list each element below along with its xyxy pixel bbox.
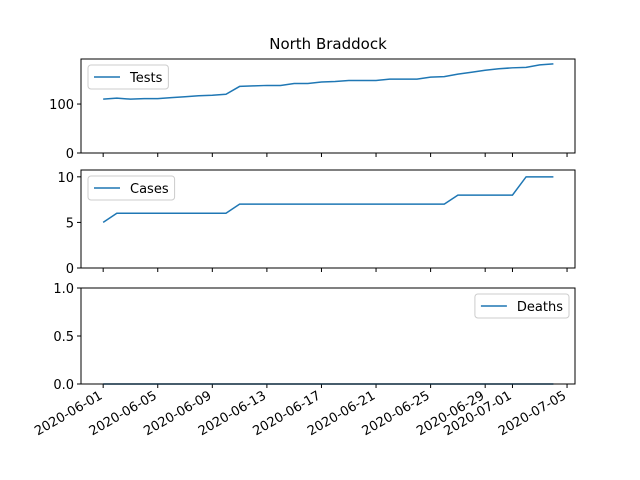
legend-label: Tests bbox=[129, 71, 163, 86]
axes-frame bbox=[80, 58, 576, 154]
legend-box bbox=[87, 64, 169, 90]
y-tick-label: 0 bbox=[66, 262, 74, 277]
legend: Cases bbox=[87, 175, 176, 201]
y-tick-label: 10 bbox=[57, 171, 74, 186]
legend-label: Cases bbox=[130, 182, 169, 197]
axes-frame bbox=[80, 287, 576, 385]
y-tick-label: 0.0 bbox=[53, 378, 74, 393]
axes-frame bbox=[80, 169, 576, 269]
series-line bbox=[103, 63, 554, 100]
series-line bbox=[102, 176, 554, 224]
legend: Tests bbox=[87, 64, 169, 90]
legend-box bbox=[474, 293, 570, 319]
y-tick-label: 5 bbox=[66, 216, 74, 231]
legend-label: Deaths bbox=[517, 300, 563, 315]
chart-title: North Braddock bbox=[269, 35, 387, 53]
legend-box bbox=[87, 175, 176, 201]
y-tick-label: 0.5 bbox=[53, 330, 74, 345]
y-tick-label: 1.0 bbox=[53, 282, 74, 297]
y-tick-label: 0 bbox=[66, 147, 74, 162]
legend: Deaths bbox=[474, 293, 570, 319]
y-tick-label: 100 bbox=[49, 98, 74, 113]
